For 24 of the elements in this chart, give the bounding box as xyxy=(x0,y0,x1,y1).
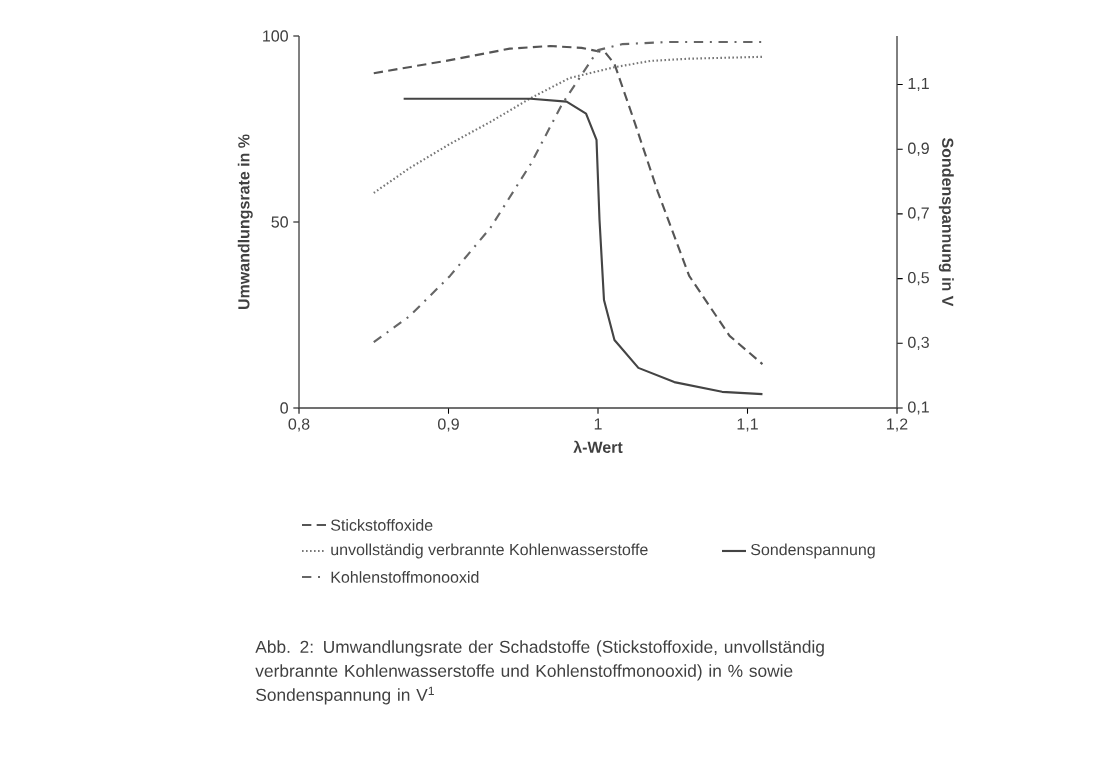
x-tick-label: 1 xyxy=(594,418,602,430)
line-series xyxy=(372,55,764,195)
y-tick-label: 100 xyxy=(263,30,288,42)
x-tick-label: 0,9 xyxy=(438,418,459,432)
x-axis-title: λ-Wert xyxy=(573,440,623,453)
x-tick-label: 0,8 xyxy=(288,418,310,432)
legend-label: Sondenspannung xyxy=(751,543,875,559)
legend-label: Kohlenstoffmonooxid xyxy=(331,571,479,583)
y2-tick-label: 0,7 xyxy=(908,207,929,221)
y2-tick-label: 1,1 xyxy=(908,77,929,92)
y2-tick-label: 0,5 xyxy=(908,271,929,286)
y2-tick-label: 0,9 xyxy=(908,142,929,156)
x-tick-label: 1,2 xyxy=(887,418,908,432)
y2-axis-title: Sondenspannung in V xyxy=(938,138,954,307)
legend-label: Stickstoffoxide xyxy=(331,519,433,531)
y-axis-title: Umwandlungsrate in % xyxy=(237,134,253,310)
x-tick-label: 1,1 xyxy=(737,418,758,432)
line-series xyxy=(402,97,764,396)
legend-label: unvollständig verbrannte Kohlenwasserstoffe xyxy=(331,543,648,559)
y-tick-label: 0 xyxy=(280,402,288,414)
y2-tick-label: 0,1 xyxy=(908,401,929,415)
caption: Abb. 2: Umwandlungsrate der Schadstoffe (Stickstoffoxide, unvollständig verbrannte Kohlenwasserstoffe und Kohlenstoffmonooxid) in % sowie Sondenspannung in V$^{1}$ xyxy=(255,640,824,705)
y-tick-label: 50 xyxy=(271,216,288,228)
y2-tick-label: 0,3 xyxy=(908,336,929,350)
